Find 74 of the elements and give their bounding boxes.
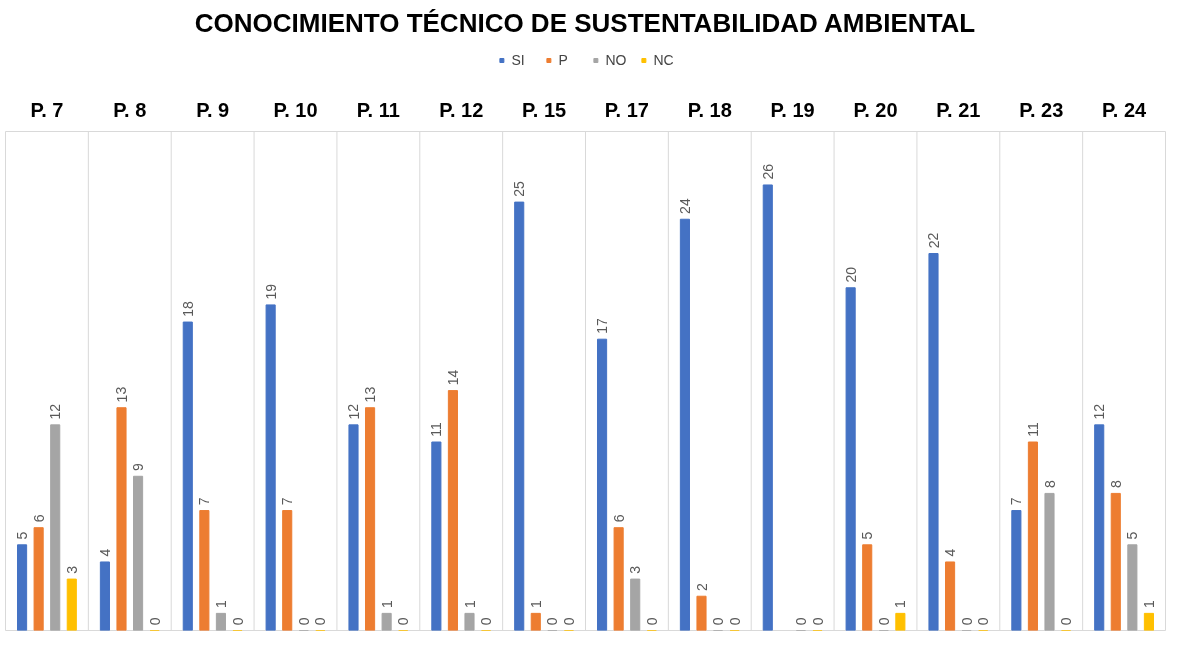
legend-label: NC [653, 52, 674, 68]
data-label: 3 [63, 565, 80, 574]
data-label: 0 [295, 617, 312, 626]
data-label: 0 [146, 617, 163, 626]
data-label: 0 [809, 617, 826, 626]
data-label: 6 [30, 514, 47, 523]
data-label: 6 [610, 514, 627, 523]
x-tick-label: P. 20 [853, 98, 898, 121]
data-label: 9 [130, 462, 147, 471]
x-tick-label: P. 24 [1102, 98, 1148, 121]
data-label: 7 [279, 497, 296, 506]
data-label: 4 [96, 548, 113, 557]
data-label: 1 [892, 600, 909, 609]
chart-title: CONOCIMIENTO TÉCNICO DE SUSTENTABILIDAD AMBIENTAL [194, 7, 976, 38]
data-label: 22 [925, 232, 942, 249]
data-label: 0 [560, 617, 577, 626]
x-tick-label: P. 11 [356, 98, 400, 121]
legend-label: NO [605, 52, 627, 68]
data-label: 0 [544, 617, 561, 626]
data-label: 7 [1008, 497, 1025, 506]
data-label: 0 [726, 617, 743, 626]
data-label: 5 [1124, 531, 1141, 540]
data-label: 0 [643, 617, 660, 626]
data-label: 13 [113, 386, 130, 403]
data-label: 24 [676, 198, 693, 214]
data-label: 0 [792, 617, 809, 626]
data-label: 18 [179, 300, 196, 317]
data-label: 1 [378, 600, 395, 609]
data-label: 1 [1140, 600, 1157, 609]
data-label: 3 [627, 565, 644, 574]
x-tick-label: P. 8 [113, 98, 147, 121]
x-tick-label: P. 10 [273, 98, 318, 121]
data-label: 4 [942, 548, 959, 557]
x-tick-label: P. 9 [196, 98, 230, 121]
x-tick-label: P. 17 [604, 98, 649, 121]
data-label: 0 [875, 617, 892, 626]
x-tick-label: P. 7 [30, 98, 64, 121]
x-tick-label: P. 18 [687, 98, 732, 121]
x-tick-label: P. 19 [770, 98, 815, 121]
data-label: 0 [958, 617, 975, 626]
data-label: 0 [710, 617, 727, 626]
data-label: 0 [395, 617, 412, 626]
data-label: 13 [362, 386, 379, 403]
data-label: 20 [842, 266, 859, 283]
data-label: 0 [229, 617, 246, 626]
data-label: 26 [759, 163, 776, 180]
x-tick-label: P. 23 [1019, 98, 1064, 121]
data-label: 12 [1091, 403, 1108, 420]
data-label: 8 [1107, 480, 1124, 489]
data-label: 17 [594, 318, 611, 334]
data-label: 0 [975, 617, 992, 626]
x-tick-label: P. 12 [439, 98, 484, 121]
data-label: 5 [859, 531, 876, 540]
data-label: 1 [212, 600, 229, 609]
data-label: 0 [478, 617, 495, 626]
data-label: 19 [262, 283, 279, 300]
data-label: 11 [428, 421, 445, 437]
data-label: 7 [196, 497, 213, 506]
data-label: 0 [312, 617, 329, 626]
data-label: 2 [693, 582, 710, 591]
x-tick-label: P. 15 [522, 98, 567, 121]
legend-label: SI [511, 52, 526, 68]
data-label: 5 [14, 531, 31, 540]
data-label: 1 [527, 600, 544, 609]
legend-label: P [558, 52, 569, 68]
data-label: 12 [345, 403, 362, 420]
data-label: 14 [444, 369, 461, 386]
data-label: 12 [47, 403, 64, 420]
data-label: 8 [1041, 480, 1058, 489]
data-label: 1 [461, 600, 478, 609]
data-label: 11 [1024, 421, 1041, 437]
data-label: 0 [1058, 617, 1075, 626]
x-tick-label: P. 21 [936, 98, 981, 121]
data-label: 25 [511, 180, 528, 197]
